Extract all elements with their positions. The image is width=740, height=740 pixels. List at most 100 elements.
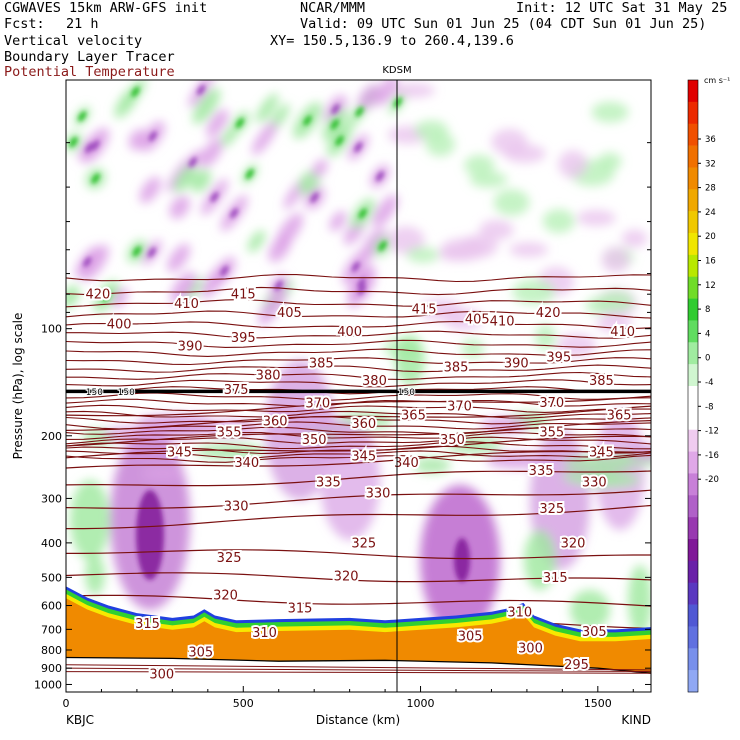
isentrope-label: 395 (546, 350, 571, 365)
isentrope-label: 415 (231, 288, 256, 303)
colorbar: 36 32 28 24 20 16 12 8 4 0 -4 -8 -12 -16 -20 (687, 79, 719, 693)
isentrope-label: 420 (85, 288, 110, 303)
isentrope-label: 360 (263, 415, 288, 430)
isentrope-upper (66, 273, 651, 283)
isentrope-upper (66, 310, 651, 319)
colorbar-label: 28 (705, 184, 716, 194)
colorbar-swatch (688, 451, 698, 474)
tropopause-label: 150 (398, 388, 415, 398)
isentrope-upper (66, 339, 651, 348)
isentrope-label: 400 (337, 325, 362, 340)
isentrope-lower (66, 470, 651, 487)
colorbar-swatch (688, 80, 698, 103)
isentrope-upper (66, 454, 651, 463)
isentrope-upper (66, 364, 651, 373)
isentrope-upper (66, 386, 651, 395)
isentrope-upper (66, 416, 651, 425)
tropopause-label: 150 (118, 388, 135, 398)
isentrope-label: 335 (316, 476, 341, 491)
isentrope-label: 305 (188, 645, 213, 660)
colorbar-label: 16 (705, 257, 716, 267)
colorbar-label: 36 (705, 135, 716, 145)
colorbar-label: -8 (705, 402, 713, 412)
isentrope-label: 420 (536, 306, 561, 321)
x-tick-label: 500 (233, 697, 254, 710)
isentrope-label: 380 (362, 374, 387, 389)
isentrope-label: 370 (447, 400, 472, 415)
x-tick-label: 1000 (407, 697, 435, 710)
x-axis: 0 500 1000 1500 (63, 686, 634, 710)
isentrope-label: 300 (518, 642, 543, 657)
isentrope-label: 365 (607, 409, 632, 424)
isentrope-label: 320 (561, 536, 586, 551)
isentrope-label: 340 (394, 456, 419, 471)
y-tick-label: 600 (41, 600, 62, 613)
isentrope-label: 335 (529, 464, 554, 479)
colorbar-label: 4 (705, 329, 710, 339)
field-vertical-velocity: Vertical velocity (4, 33, 143, 49)
colorbar-label: -20 (705, 475, 719, 485)
isentrope-label: 400 (107, 317, 132, 332)
isentrope-upper (66, 348, 651, 357)
colorbar-swatch (688, 560, 698, 584)
isentrope-label: 380 (256, 369, 281, 384)
colorbar-swatch (688, 123, 698, 146)
isentrope-surface (66, 667, 651, 673)
field-potential-temperature: Potential Temperature (4, 64, 175, 80)
isentrope-upper (66, 426, 651, 435)
isentrope-label: 360 (351, 417, 376, 432)
y-tick-label: 100 (41, 323, 62, 336)
isentrope-label: 350 (440, 433, 465, 448)
isentrope-upper (66, 392, 651, 401)
isentrope-label: 305 (582, 625, 607, 640)
isentrope-label: 365 (401, 409, 426, 424)
y-tick-label: 300 (41, 492, 62, 505)
colorbar-swatch (688, 473, 698, 496)
colorbar-swatch (688, 233, 698, 256)
tropopause-line: 150 150 150 (66, 387, 651, 399)
colorbar-swatch (688, 517, 698, 540)
x-tick-label: 0 (63, 697, 70, 710)
isentrope-label: 325 (217, 551, 242, 566)
isentrope-label: 355 (539, 425, 564, 440)
isentrope-label: 350 (302, 433, 327, 448)
isentrope-label: 345 (351, 450, 376, 465)
colorbar-swatch (688, 342, 698, 365)
isentrope-upper (66, 320, 651, 330)
terrain-boundary-layer (66, 586, 651, 692)
isentrope-label: 405 (465, 313, 490, 328)
isentrope-label: 340 (234, 456, 259, 471)
colorbar-label: -12 (705, 427, 719, 437)
forecast-label: Fcst: (4, 16, 45, 32)
isentrope-label: 385 (589, 374, 614, 389)
isentrope-upper (66, 450, 651, 459)
isentrope-label: 330 (582, 476, 607, 491)
isentrope-label: 315 (288, 602, 313, 617)
colorbar-label: -4 (705, 378, 713, 388)
x-tick-label: 1500 (584, 697, 612, 710)
forecast-hour: 21 h (66, 16, 99, 32)
isentrope-upper (66, 441, 651, 450)
colorbar-swatch (688, 189, 698, 212)
colorbar-swatch (688, 670, 698, 693)
colorbar-label: 0 (705, 354, 710, 364)
source-label: NCAR/MMM (300, 0, 366, 16)
valid-time: Valid: 09 UTC Sun 01 Jun 25 (04 CDT Sun … (300, 16, 707, 32)
colorbar-label: 24 (705, 208, 716, 218)
colorbar-swatch (688, 386, 698, 409)
colorbar-unit: cm s⁻¹ (704, 76, 730, 85)
isentrope-label: 330 (224, 499, 249, 514)
colorbar-swatch (688, 320, 698, 343)
y-tick-label: 400 (41, 537, 62, 550)
isentrope-lower (66, 572, 651, 583)
field-boundary-layer-tracer: Boundary Layer Tracer (4, 49, 175, 65)
isentrope-label: 295 (564, 658, 589, 673)
y-tick-label: 200 (41, 430, 62, 443)
init-time: Init: 12 UTC Sat 31 May 25 (516, 0, 728, 16)
isentrope-upper (66, 431, 651, 440)
isentrope-label: 310 (507, 605, 532, 620)
isentrope-lower (66, 504, 651, 530)
isentrope-surface (66, 671, 651, 674)
isentrope-label: 405 (277, 306, 302, 321)
